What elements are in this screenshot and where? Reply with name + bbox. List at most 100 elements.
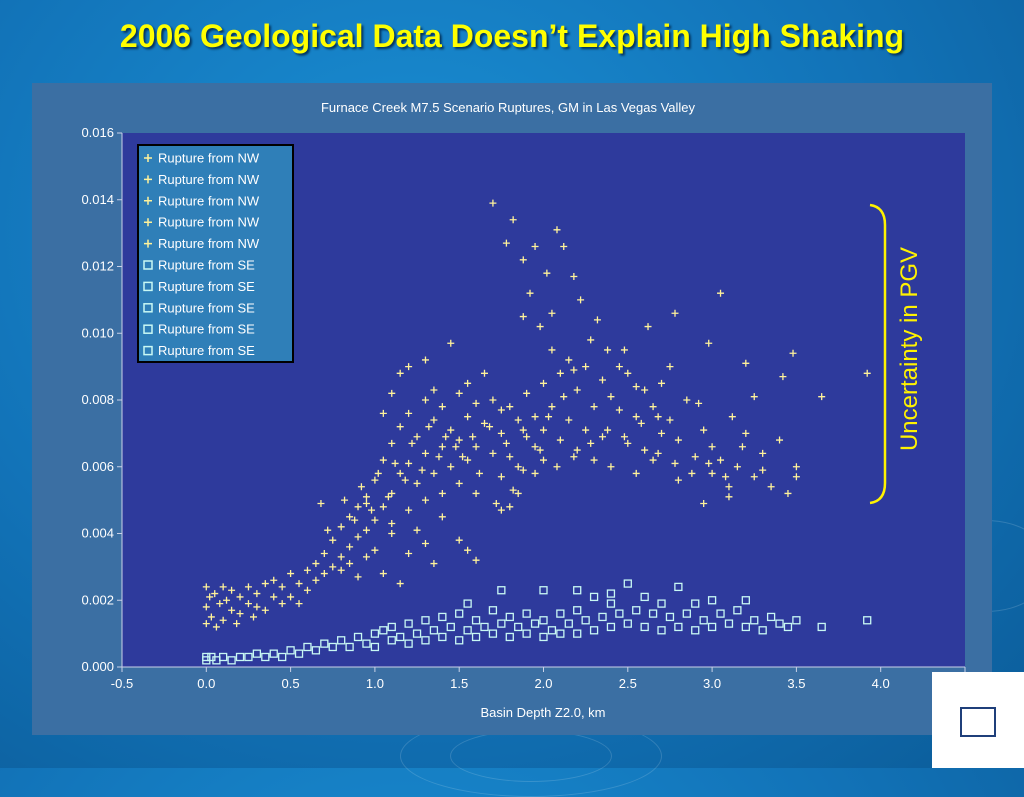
data-point-se: [311, 646, 321, 655]
data-point-nw: [278, 583, 286, 591]
data-point-nw: [497, 406, 505, 414]
data-point-nw: [312, 576, 320, 584]
data-point-nw: [261, 580, 269, 588]
data-point-se: [556, 609, 565, 618]
data-point-se: [438, 612, 447, 622]
data-point-nw: [545, 413, 553, 421]
data-point-se: [353, 632, 363, 642]
data-point-nw: [337, 523, 345, 531]
data-point-nw: [506, 453, 514, 461]
data-point-nw: [374, 469, 382, 477]
data-point-se: [724, 619, 734, 628]
data-point-nw: [357, 483, 365, 491]
data-point-nw: [430, 416, 438, 424]
data-point-nw: [421, 540, 429, 548]
data-point-se: [328, 642, 337, 652]
slide-title: 2006 Geological Data Doesn’t Explain Hig…: [119, 18, 905, 54]
data-point-se: [783, 622, 793, 632]
data-point-nw: [287, 593, 295, 601]
data-point-se: [589, 626, 599, 635]
data-point-nw: [553, 463, 561, 471]
data-point-nw: [565, 416, 573, 424]
x-axis-ticks: -0.50.00.51.01.52.02.53.03.54.04.5: [111, 667, 974, 691]
data-point-se: [707, 622, 717, 632]
data-point-se: [657, 599, 666, 608]
data-point-se: [497, 619, 506, 628]
data-point-se: [547, 626, 557, 635]
data-point-nw: [223, 596, 231, 604]
y-tick-label: 0.010: [81, 325, 114, 340]
data-point-nw: [624, 369, 632, 377]
data-point-se: [640, 622, 649, 632]
data-point-nw: [607, 393, 615, 401]
data-point-nw: [405, 363, 413, 371]
data-point-se: [766, 612, 776, 622]
data-point-nw: [695, 399, 703, 407]
data-point-nw: [492, 499, 500, 507]
data-point-se: [471, 632, 481, 642]
data-point-nw: [863, 369, 871, 377]
data-point-nw: [202, 603, 210, 611]
data-point-nw: [447, 339, 455, 347]
data-point-se: [750, 616, 759, 625]
data-point-nw: [317, 499, 325, 507]
x-tick-label: 1.5: [450, 676, 468, 691]
data-point-se: [707, 596, 717, 605]
data-point-nw: [212, 623, 220, 631]
data-point-nw: [472, 489, 480, 497]
data-point-nw: [523, 433, 531, 441]
data-point-nw: [244, 583, 252, 591]
data-point-nw: [700, 426, 708, 434]
data-point-se: [606, 622, 616, 632]
data-point-nw: [666, 363, 674, 371]
data-point-nw: [654, 449, 662, 457]
uncertainty-annotation: Uncertainty in PGV: [896, 247, 923, 451]
data-point-se: [471, 616, 481, 625]
data-point-se: [573, 606, 582, 615]
data-point-nw: [531, 242, 539, 250]
data-point-nw: [649, 456, 657, 464]
data-point-nw: [705, 339, 713, 347]
data-point-se: [539, 632, 548, 642]
data-point-nw: [509, 486, 517, 494]
legend-marker-square: [143, 260, 153, 270]
data-point-se: [733, 606, 742, 615]
data-point-nw: [593, 316, 601, 324]
data-point-nw: [767, 483, 775, 491]
data-point-nw: [430, 560, 438, 568]
legend-label: Rupture from SE: [158, 258, 255, 273]
data-point-se: [505, 612, 514, 622]
data-point-nw: [464, 379, 472, 387]
data-point-nw: [418, 466, 426, 474]
data-point-nw: [531, 413, 539, 421]
x-tick-label: 1.0: [366, 676, 384, 691]
data-point-nw: [202, 620, 210, 628]
data-point-nw: [599, 376, 607, 384]
data-point-nw: [700, 499, 708, 507]
data-point-nw: [654, 413, 662, 421]
data-point-se: [488, 606, 498, 615]
data-point-nw: [519, 466, 527, 474]
data-point-se: [539, 616, 548, 625]
data-point-nw: [388, 489, 396, 497]
data-point-nw: [514, 416, 522, 424]
legend-label: Rupture from SE: [158, 322, 255, 337]
data-point-se: [412, 629, 422, 638]
data-point-nw: [452, 443, 460, 451]
data-point-nw: [548, 309, 556, 317]
data-point-nw: [320, 550, 328, 558]
legend-marker-plus: [144, 239, 152, 248]
y-tick-label: 0.016: [81, 125, 114, 140]
data-point-se: [573, 629, 582, 638]
data-point-se: [674, 582, 683, 592]
data-point-nw: [391, 459, 399, 467]
legend-marker-plus: [144, 175, 152, 184]
data-point-nw: [632, 383, 640, 391]
data-point-nw: [560, 242, 568, 250]
data-point-se: [387, 636, 396, 645]
data-point-se: [522, 609, 531, 618]
data-point-se: [269, 649, 278, 658]
data-point-nw: [548, 403, 556, 411]
data-point-nw: [368, 506, 376, 514]
data-point-nw: [728, 413, 736, 421]
